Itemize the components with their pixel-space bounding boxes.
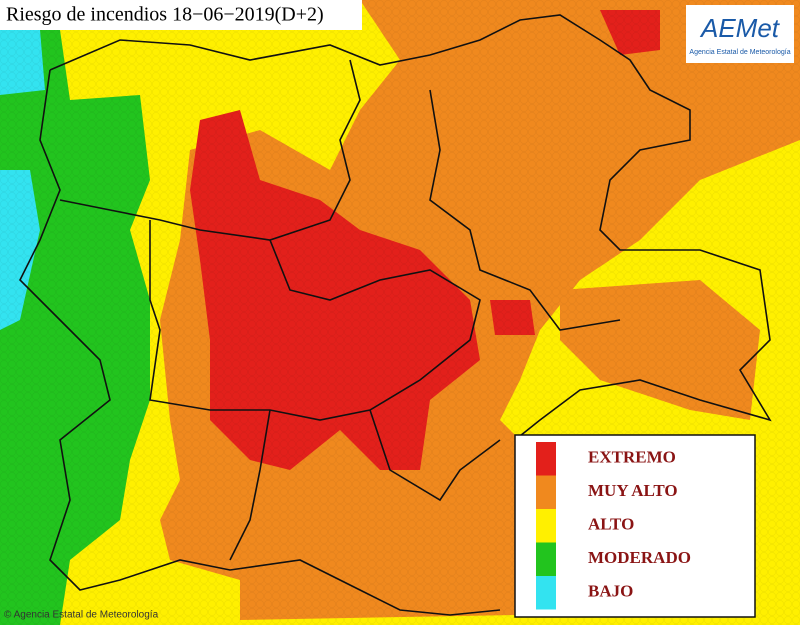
legend-label: MODERADO [588,548,691,567]
map-title: Riesgo de incendios 18−06−2019(D+2) [6,4,324,26]
province-border [149,220,481,421]
legend: EXTREMO MUY ALTO ALTO MODERADO BAJO [536,442,691,610]
province-border [229,409,501,561]
logo-name: AEMet [699,13,781,43]
legend-swatch [536,542,556,576]
legend-label: BAJO [588,582,633,601]
logo-subtitle: Agencia Estatal de Meteorología [689,49,790,56]
legend-swatch [536,509,556,543]
legend-swatch [536,576,556,610]
legend-swatch [536,475,556,509]
footer: © Agencia Estatal de Meteorología [4,610,159,621]
region-border [49,14,772,441]
legend-label: ALTO [588,515,634,534]
legend-label: EXTREMO [588,448,676,467]
legend-swatch [536,442,556,476]
title-box [0,0,362,30]
legend-label: MUY ALTO [588,481,678,500]
province-border [59,59,361,241]
logo-box [686,5,794,63]
region-border [19,69,501,616]
province-border [429,89,621,331]
